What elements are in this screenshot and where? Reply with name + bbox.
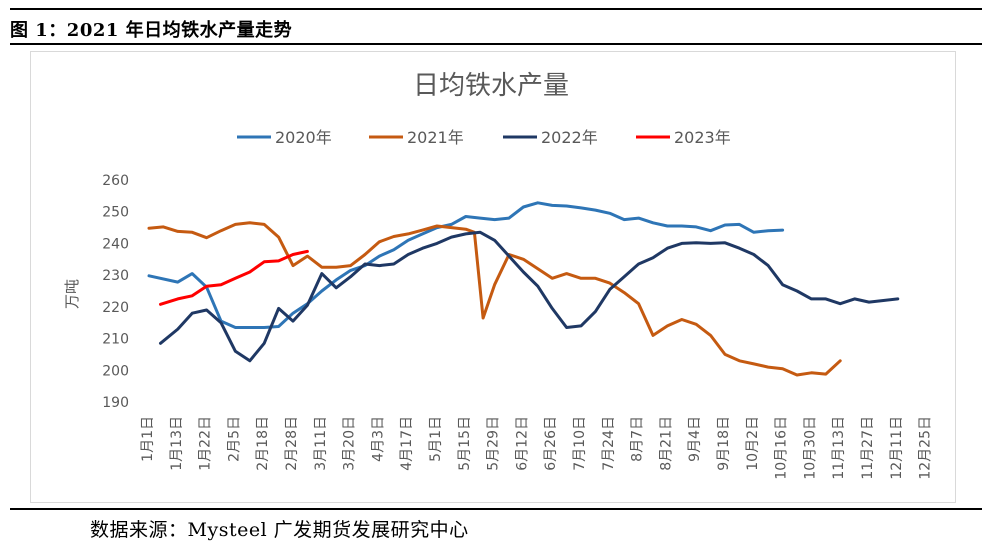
legend-label-3: 2023年 [674, 128, 731, 147]
chart-frame: 日均铁水产量 万吨 2020年 2021年 2022年 2023年 190 200 210… [30, 51, 956, 503]
series-line-0 [147, 201, 785, 329]
top-rule [10, 8, 982, 10]
series-line-3 [159, 249, 309, 306]
x-tick-label: 1月1日 [140, 416, 156, 462]
x-tick-label: 3月11日 [313, 416, 329, 471]
y-tick-label: 210 [102, 332, 129, 348]
x-axis: 1月1日 1月13日 1月22日 2月5日 2月18日 2月28日 3月11日 3月20日 4月… [140, 416, 934, 480]
x-tick-label: 6月12日 [514, 416, 530, 471]
x-tick-label: 10月2日 [745, 416, 761, 471]
y-tick-label: 260 [102, 173, 129, 189]
figure-label: 图 1：2021 年日均铁水产量走势 [10, 20, 293, 41]
chart-title: 日均铁水产量 [413, 71, 569, 101]
x-tick-label: 12月11日 [889, 416, 905, 480]
x-tick-label: 8月21日 [658, 416, 674, 471]
x-tick-label: 9月4日 [687, 416, 703, 462]
x-tick-label: 5月15日 [457, 416, 473, 471]
y-tick-label: 230 [102, 268, 129, 284]
x-tick-label: 9月18日 [716, 416, 732, 471]
x-tick-label: 4月3日 [370, 416, 386, 462]
legend-label-0: 2020年 [275, 128, 332, 147]
x-tick-label: 2月18日 [255, 416, 271, 471]
x-tick-label: 10月30日 [802, 416, 818, 480]
series-lines [147, 201, 900, 377]
x-tick-label: 7月10日 [572, 416, 588, 471]
x-tick-label: 6月26日 [543, 416, 559, 471]
x-tick-label: 11月13日 [831, 416, 847, 480]
x-tick-label: 1月13日 [169, 416, 185, 471]
y-tick-label: 190 [102, 395, 129, 411]
x-tick-label: 12月25日 [918, 416, 934, 480]
y-tick-label: 240 [102, 236, 129, 252]
x-tick-label: 3月20日 [342, 416, 358, 471]
source-note: 数据来源：Mysteel 广发期货发展研究中心 [90, 519, 469, 541]
x-tick-label: 1月22日 [198, 416, 214, 471]
y-tick-label: 220 [102, 300, 129, 316]
header-rule [10, 43, 982, 45]
line-chart: 日均铁水产量 万吨 2020年 2021年 2022年 2023年 190 200 210… [63, 71, 934, 480]
series-line-1 [147, 221, 842, 377]
legend-label-2: 2022年 [541, 128, 598, 147]
y-axis-label: 万吨 [63, 279, 81, 309]
x-tick-label: 7月24日 [601, 416, 617, 471]
bottom-rule [10, 508, 982, 510]
legend-label-1: 2021年 [407, 128, 464, 147]
x-tick-label: 4月17日 [399, 416, 415, 471]
x-tick-label: 2月5日 [226, 416, 242, 462]
series-line-2 [159, 230, 900, 363]
chart-legend: 2020年 2021年 2022年 2023年 [237, 128, 731, 147]
x-tick-label: 11月27日 [860, 416, 876, 480]
x-tick-label: 5月1日 [428, 416, 444, 462]
y-tick-label: 250 [102, 205, 129, 221]
x-tick-label: 10月16日 [774, 416, 790, 480]
x-tick-label: 8月7日 [630, 416, 646, 462]
figure-header: 图 1：2021 年日均铁水产量走势 [10, 10, 982, 46]
y-tick-label: 200 [102, 363, 129, 379]
x-tick-label: 2月28日 [284, 416, 300, 471]
x-tick-label: 5月29日 [486, 416, 502, 471]
y-axis: 190 200 210 220 230 240 250 260 [102, 173, 129, 411]
